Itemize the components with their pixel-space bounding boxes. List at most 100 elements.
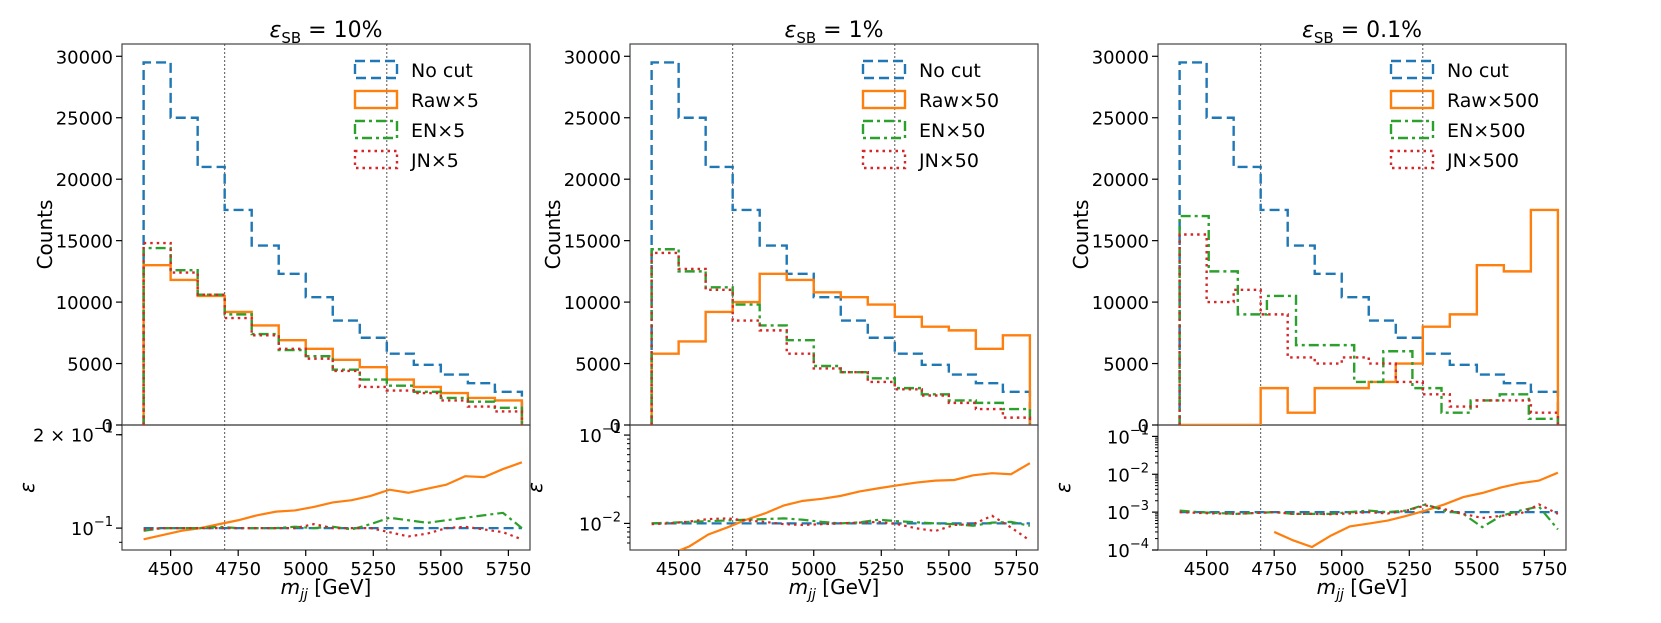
legend-swatch [861,149,907,170]
y-tick-label: 25000 [564,109,621,130]
x-tick-label: 5750 [1521,559,1567,580]
y-axis-label: Counts [1069,200,1093,270]
x-tick-label: 5750 [485,559,531,580]
x-tick-label: 5000 [283,559,329,580]
legend-swatch [861,89,907,110]
ratio-en-50 [651,517,1031,527]
y-tick-label: 0 [102,416,113,437]
panel-1: 0 5000 10000 15000 20000 25000 30000 4500 4750 50… [15,18,531,603]
legend-label: JN×5 [410,150,459,172]
ratio-en-5 [143,511,523,532]
ratio-raw-500 [1273,471,1559,549]
ratio-tick-label: 10−1 [71,515,113,540]
panel-title: εSB = 10% [269,18,382,47]
legend-swatch [353,59,399,80]
y-tick-label: 10000 [56,293,113,314]
legend-label: No cut [919,60,981,82]
legend-swatch [353,89,399,110]
ratio-axes-frame [629,424,1039,551]
y-tick-label: 5000 [1103,355,1149,376]
ratio-tick-label: 10−2 [579,510,621,535]
legend-swatch [353,149,399,170]
x-tick-label: 4750 [1251,559,1297,580]
legend-label: EN×50 [919,120,985,142]
hist-raw-500 [1179,208,1560,425]
panel-title: εSB = 0.1% [1302,18,1422,47]
legend-swatch [1389,89,1435,110]
x-axis-label: mjj [GeV] [1317,575,1408,603]
ratio-tick-label: 10−1 [579,422,621,447]
y-tick-label: 0 [610,416,621,437]
ratio-lines [143,461,523,541]
ratio-en-500 [1179,503,1559,531]
legend: No cut Raw×50 EN×50 JN×50 [861,59,999,172]
legend-swatch [1389,59,1435,80]
ratio-jn-5 [143,523,523,541]
y-tick-label: 15000 [56,232,113,253]
legend: No cut Raw×500 EN×500 JN×500 [1389,59,1539,172]
x-tick-label: 5500 [926,559,972,580]
y-tick-label: 5000 [67,355,113,376]
hist-en-5 [142,246,524,425]
legend-label: JN×500 [1446,150,1519,172]
hist-no-cut [142,61,524,425]
hist-jn-500 [1178,233,1560,425]
y-tick-label: 20000 [564,170,621,191]
y-axis-label: Counts [541,200,565,270]
legend-label: Raw×5 [411,90,479,112]
x-tick-label: 5750 [993,559,1039,580]
ratio-tick-label: 2 × 10−1 [33,422,113,447]
hist-raw-50 [650,272,1032,425]
ratio-axis-label: ε [523,482,547,493]
x-tick-label: 5500 [1454,559,1500,580]
legend-label: Raw×50 [919,90,999,112]
hist-jn-5 [142,241,524,425]
hist-no-cut [650,61,1032,425]
x-tick-label: 5500 [418,559,464,580]
legend-swatch [353,119,399,140]
x-tick-label: 4500 [1184,559,1230,580]
legend-label: JN×50 [918,150,979,172]
x-tick-label: 5000 [791,559,837,580]
x-tick-label: 4750 [723,559,769,580]
y-tick-label: 0 [1138,416,1149,437]
ratio-lines [1179,471,1559,549]
legend-label: EN×5 [411,120,465,142]
ratio-raw-50 [677,462,1031,550]
panel-title: εSB = 1% [784,18,883,47]
x-tick-label: 4500 [148,559,194,580]
hist-jn-50 [650,251,1032,425]
hist-no-cut [1178,61,1560,425]
y-tick-label: 20000 [56,170,113,191]
x-tick-label: 5000 [1319,559,1365,580]
x-tick-label: 5250 [350,559,396,580]
x-tick-label: 4500 [656,559,702,580]
ratio-axis-label: ε [1051,482,1075,493]
histograms [142,61,524,425]
legend-label: EN×500 [1447,120,1525,142]
y-tick-label: 15000 [564,232,621,253]
panel-2: 0 5000 10000 15000 20000 25000 30000 4500 4750 50… [523,18,1039,603]
x-axis-label: mjj [GeV] [281,575,372,603]
legend-swatch [861,119,907,140]
x-tick-label: 5250 [1386,559,1432,580]
ratio-jn-500 [1179,503,1559,520]
y-tick-label: 30000 [564,47,621,68]
ratio-lines [651,462,1031,550]
hist-raw-5 [142,264,524,425]
hist-en-500 [1178,214,1560,425]
ratio-tick-label: 10−3 [1107,499,1149,524]
y-tick-label: 15000 [1092,232,1149,253]
ratio-jn-50 [651,514,1031,542]
legend-label: Raw×500 [1447,90,1539,112]
ratio-tick-label: 10−1 [1107,423,1149,448]
y-tick-label: 30000 [56,47,113,68]
y-axis-label: Counts [33,200,57,270]
legend-swatch [861,59,907,80]
y-tick-label: 25000 [1092,109,1149,130]
y-tick-label: 30000 [1092,47,1149,68]
ratio-axes-frame [121,424,531,551]
ratio-axis-label: ε [15,482,39,493]
ratio-tick-label: 10−2 [1107,461,1149,486]
